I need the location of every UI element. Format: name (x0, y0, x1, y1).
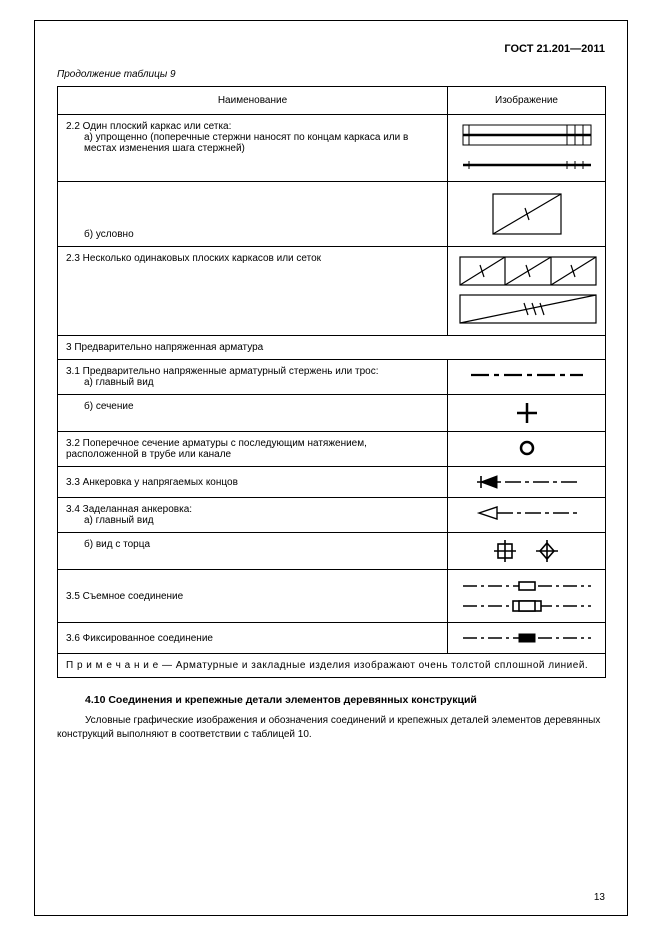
cell-3-2-name: 3.2 Поперечное сечение арматуры с послед… (58, 432, 448, 467)
r31-title: 3.1 Предварительно напряженные арматурны… (66, 366, 378, 377)
cell-3-4-a-img (448, 498, 606, 533)
r22-b: б) условно (66, 229, 439, 240)
cell-3-1-a-img (448, 360, 606, 395)
symbol-removable-coupler (457, 576, 597, 616)
row-2-3: 2.3 Несколько одинаковых плоских каркасо… (58, 247, 606, 336)
cell-2-3-name: 2.3 Несколько одинаковых плоских каркасо… (58, 247, 448, 336)
row-3-3: 3.3 Анкеровка у напрягаемых концов (58, 467, 606, 498)
cell-3-1-b-img (448, 395, 606, 432)
cell-3-5-name: 3.5 Съемное соединение (58, 570, 448, 623)
row-3: 3 Предварительно напряженная арматура (58, 336, 606, 360)
cell-3-2-img (448, 432, 606, 467)
cell-2-2-a-name: 2.2 Один плоский каркас или сетка: а) уп… (58, 115, 448, 182)
page-frame: ГОСТ 21.201—2011 Продолжение таблицы 9 Н… (34, 20, 628, 916)
symbol-fixed-anchor-main (467, 504, 587, 522)
cell-3-name: 3 Предварительно напряженная арматура (58, 336, 606, 360)
cell-3-6-name: 3.6 Фиксированное соединение (58, 623, 448, 654)
symbol-post-tension-section (517, 438, 537, 458)
cell-3-3-img (448, 467, 606, 498)
r34-title: 3.4 Заделанная анкеровка: (66, 504, 192, 515)
symbol-anchor-tensioned (467, 473, 587, 491)
symbol-flat-frame-conventional (487, 188, 567, 240)
row-3-2: 3.2 Поперечное сечение арматуры с послед… (58, 432, 606, 467)
row-3-4-a: 3.4 Заделанная анкеровка: а) главный вид (58, 498, 606, 533)
r34-a: а) главный вид (66, 515, 439, 526)
section-4-10-body: Условные графические изображения и обозн… (57, 714, 605, 741)
row-3-1-a: 3.1 Предварительно напряженные арматурны… (58, 360, 606, 395)
r31-b: б) сечение (66, 401, 439, 412)
r22-a: а) упрощенно (поперечные стержни наносят… (66, 132, 439, 154)
r31-a: а) главный вид (66, 377, 439, 388)
cell-2-2-b-name: б) условно (58, 182, 448, 247)
symbol-fixed-coupler (457, 629, 597, 647)
row-3-4-b: б) вид с торца (58, 533, 606, 570)
cell-3-3-name: 3.3 Анкеровка у напрягаемых концов (58, 467, 448, 498)
cell-3-4-b-img (448, 533, 606, 570)
page-number: 13 (594, 892, 605, 903)
row-note: П р и м е ч а н и е — Арматурные и закла… (58, 654, 606, 678)
section-4-10-title: 4.10 Соединения и крепежные детали элеме… (85, 694, 605, 706)
symbol-fixed-anchor-end (482, 539, 572, 563)
gost-code: ГОСТ 21.201—2011 (57, 43, 605, 55)
row-2-2-a: 2.2 Один плоский каркас или сетка: а) уп… (58, 115, 606, 182)
table-header-row: Наименование Изображение (58, 87, 606, 115)
header-name: Наименование (58, 87, 448, 115)
symbol-multiple-frames (456, 253, 600, 329)
symbol-prestressed-section (515, 401, 539, 425)
cell-2-2-b-img (448, 182, 606, 247)
header-image: Изображение (448, 87, 606, 115)
cell-3-6-img (448, 623, 606, 654)
cell-3-1-b-name: б) сечение (58, 395, 448, 432)
r22-title: 2.2 Один плоский каркас или сетка: (66, 121, 231, 132)
r34-b: б) вид с торца (66, 539, 439, 550)
table-continuation: Продолжение таблицы 9 (57, 69, 605, 80)
symbol-prestressed-main (467, 366, 587, 384)
cell-note: П р и м е ч а н и е — Арматурные и закла… (58, 654, 606, 678)
row-3-5: 3.5 Съемное соединение (58, 570, 606, 623)
row-2-2-b: б) условно (58, 182, 606, 247)
cell-2-3-img (448, 247, 606, 336)
cell-3-4-b-name: б) вид с торца (58, 533, 448, 570)
cell-3-5-img (448, 570, 606, 623)
row-3-1-b: б) сечение (58, 395, 606, 432)
cell-2-2-a-img (448, 115, 606, 182)
cell-3-4-a-name: 3.4 Заделанная анкеровка: а) главный вид (58, 498, 448, 533)
row-3-6: 3.6 Фиксированное соединение (58, 623, 606, 654)
symbol-flat-frame-simplified (457, 121, 597, 175)
symbols-table: Наименование Изображение 2.2 Один плоски… (57, 86, 606, 678)
cell-3-1-a-name: 3.1 Предварительно напряженные арматурны… (58, 360, 448, 395)
